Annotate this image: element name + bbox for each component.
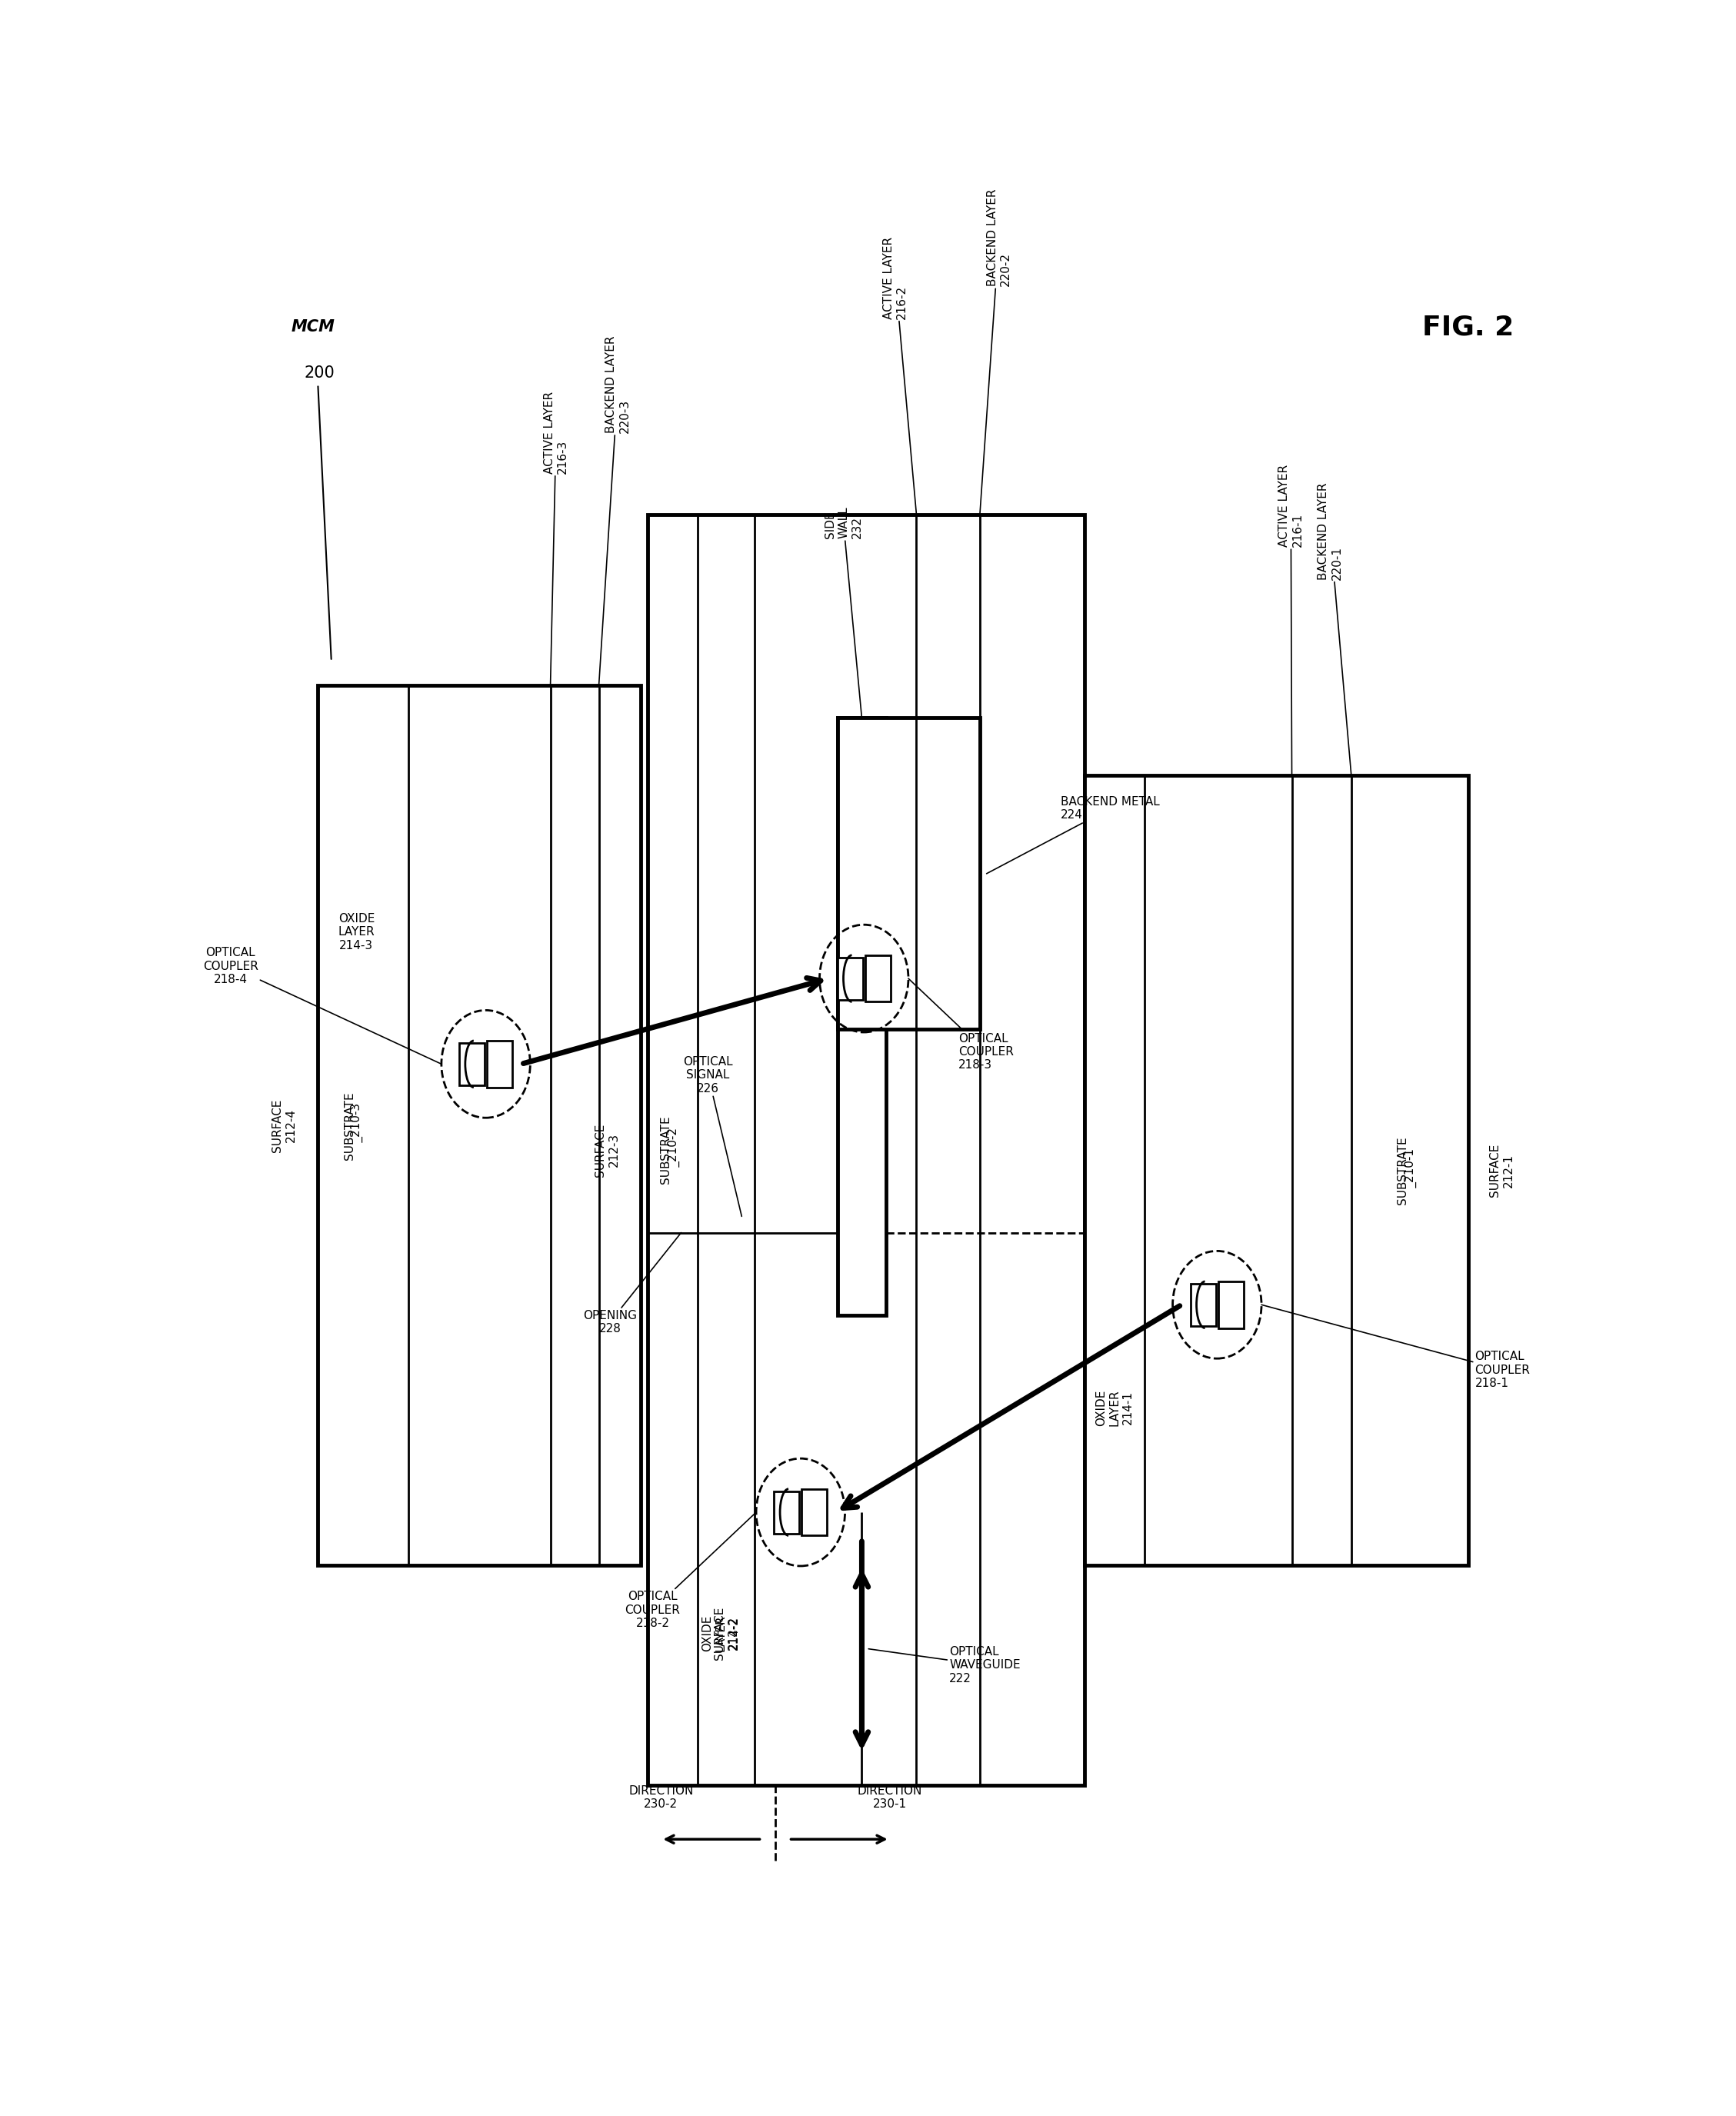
Bar bbox=[774, 1492, 799, 1534]
Text: BACKEND LAYER
220-1: BACKEND LAYER 220-1 bbox=[1318, 482, 1351, 774]
Text: FIG. 2: FIG. 2 bbox=[1422, 313, 1514, 341]
Text: SURFACE
212-1: SURFACE 212-1 bbox=[1489, 1145, 1514, 1198]
Bar bbox=[1085, 774, 1469, 1566]
Bar bbox=[458, 1043, 484, 1086]
Bar bbox=[837, 956, 863, 999]
Text: OPTICAL
COUPLER
218-4: OPTICAL COUPLER 218-4 bbox=[203, 948, 441, 1064]
Text: DIRECTION
230-2: DIRECTION 230-2 bbox=[628, 1786, 693, 1809]
Bar bbox=[1219, 1282, 1243, 1329]
Text: SURFACE
212-3: SURFACE 212-3 bbox=[595, 1124, 620, 1176]
Text: OPTICAL
COUPLER
218-3: OPTICAL COUPLER 218-3 bbox=[908, 978, 1014, 1071]
Text: OXIDE
LAYER
214-1: OXIDE LAYER 214-1 bbox=[1095, 1390, 1134, 1426]
Text: SUBSTRATE
̲210-2: SUBSTRATE ̲210-2 bbox=[660, 1115, 686, 1185]
Bar bbox=[1191, 1284, 1215, 1327]
Text: ACTIVE LAYER
216-1: ACTIVE LAYER 216-1 bbox=[1278, 466, 1304, 774]
Text: OPTICAL
COUPLER
218-1: OPTICAL COUPLER 218-1 bbox=[1262, 1306, 1529, 1388]
Bar bbox=[802, 1490, 828, 1536]
Text: BACKEND LAYER
220-3: BACKEND LAYER 220-3 bbox=[599, 336, 630, 686]
Bar bbox=[865, 954, 891, 1001]
Bar bbox=[488, 1041, 512, 1088]
Text: OPTICAL
SIGNAL
226: OPTICAL SIGNAL 226 bbox=[684, 1056, 741, 1217]
Text: MCM: MCM bbox=[292, 320, 335, 334]
Text: SURFACE
212-4: SURFACE 212-4 bbox=[273, 1098, 297, 1153]
Bar bbox=[838, 717, 885, 1316]
Text: SURFACE
212-2: SURFACE 212-2 bbox=[713, 1606, 740, 1659]
Text: OXIDE
LAYER
214-2: OXIDE LAYER 214-2 bbox=[701, 1615, 740, 1650]
Text: OPTICAL
WAVEGUIDE
222: OPTICAL WAVEGUIDE 222 bbox=[868, 1646, 1021, 1684]
Text: OXIDE
LAYER
214-3: OXIDE LAYER 214-3 bbox=[339, 912, 375, 952]
Text: BACKEND METAL
224: BACKEND METAL 224 bbox=[986, 796, 1160, 874]
Bar bbox=[648, 514, 1085, 1786]
Text: SUBSTRATE
̲210-3: SUBSTRATE ̲210-3 bbox=[344, 1092, 370, 1160]
Text: ACTIVE LAYER
216-2: ACTIVE LAYER 216-2 bbox=[884, 237, 917, 514]
Bar bbox=[318, 686, 641, 1566]
Text: ACTIVE LAYER
216-3: ACTIVE LAYER 216-3 bbox=[543, 391, 569, 686]
Text: DIRECTION
230-1: DIRECTION 230-1 bbox=[858, 1786, 922, 1809]
Text: SUBSTRATE
̲210-1: SUBSTRATE ̲210-1 bbox=[1397, 1136, 1424, 1204]
Text: OPTICAL
COUPLER
218-2: OPTICAL COUPLER 218-2 bbox=[625, 1513, 757, 1629]
Text: OPENING
228: OPENING 228 bbox=[583, 1234, 681, 1335]
Bar bbox=[838, 717, 979, 1028]
Text: BACKEND LAYER
220-2: BACKEND LAYER 220-2 bbox=[979, 188, 1012, 514]
Text: 200: 200 bbox=[304, 366, 335, 381]
Text: SIDE
WALL
232: SIDE WALL 232 bbox=[825, 506, 863, 717]
